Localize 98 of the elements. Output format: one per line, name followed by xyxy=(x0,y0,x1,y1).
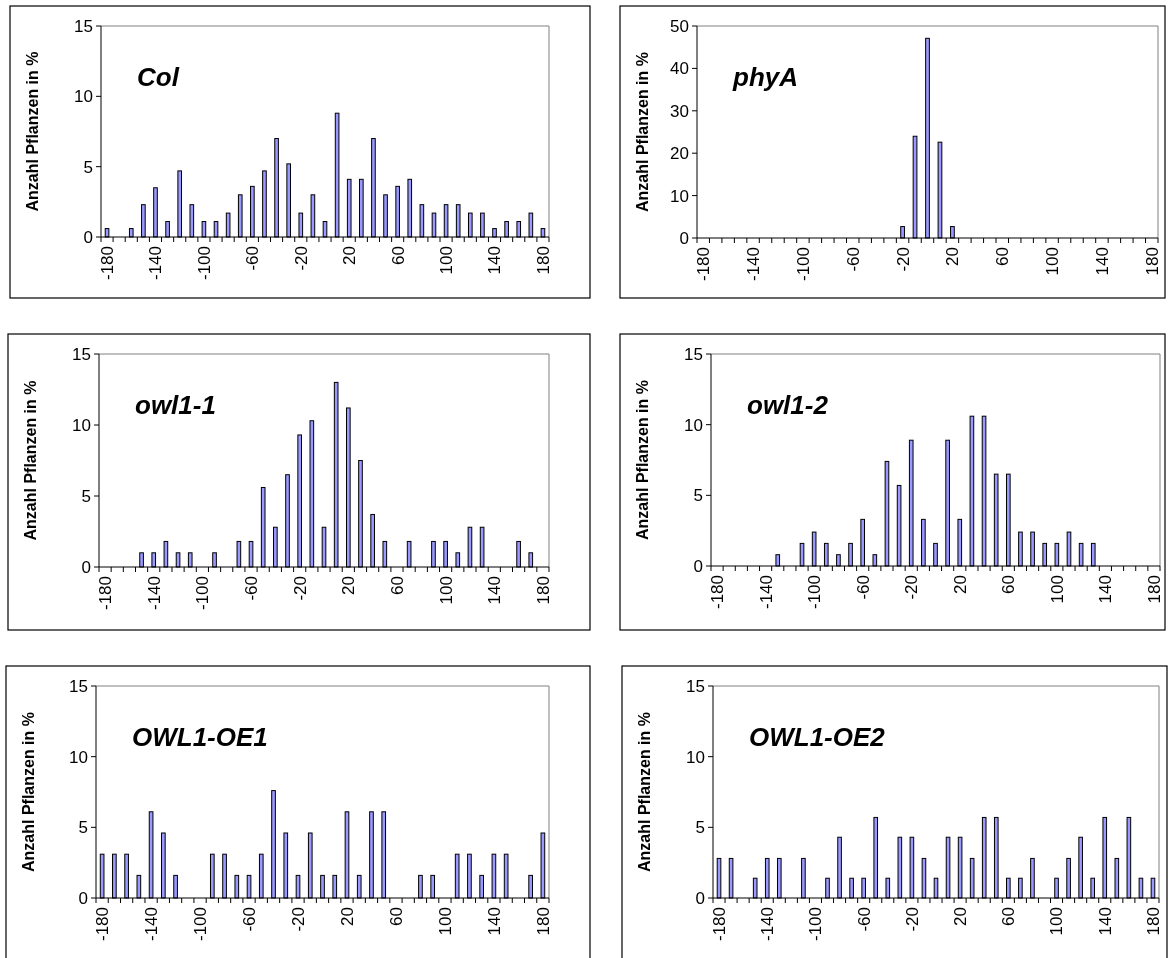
x-tick-label: -60 xyxy=(843,247,863,272)
y-tick-label: 5 xyxy=(693,486,703,506)
x-tick-label: 180 xyxy=(1144,575,1164,604)
x-tick-label: -140 xyxy=(758,907,778,942)
text: Col xyxy=(137,62,180,92)
x-tick-label: 100 xyxy=(436,576,456,605)
y-axis-title: Anzahl Pflanzen in % xyxy=(24,51,41,212)
x-tick-label: 180 xyxy=(533,576,553,605)
y-tick-label: 0 xyxy=(693,556,703,576)
text: OWL1-OE1 xyxy=(132,722,268,752)
x-tick-label: -140 xyxy=(756,575,776,610)
x-tick-label: 20 xyxy=(951,907,971,926)
y-tick-label: 5 xyxy=(83,157,93,177)
x-tick-label: -20 xyxy=(288,907,308,932)
x-tick-label: -100 xyxy=(805,575,825,610)
y-tick-label: 5 xyxy=(81,486,91,506)
text: phyA xyxy=(732,62,798,92)
y-tick-label: 50 xyxy=(670,16,689,36)
x-tick-label: -60 xyxy=(243,246,263,271)
x-tick-label: -100 xyxy=(806,907,826,942)
x-tick-label: -100 xyxy=(191,907,211,942)
x-tick-label: -140 xyxy=(142,907,162,942)
y-axis-title: Anzahl Pflanzen in % xyxy=(20,711,37,873)
y-tick-label: 40 xyxy=(670,59,689,79)
y-tick-label: 10 xyxy=(686,747,705,767)
x-tick-label: -20 xyxy=(902,575,922,600)
x-tick-label: -140 xyxy=(144,576,164,611)
text: owl1-2 xyxy=(747,390,829,420)
x-tick-label: 60 xyxy=(387,576,407,595)
x-tick-label: -60 xyxy=(239,907,259,932)
x-tick-label: 180 xyxy=(533,907,553,936)
x-tick-label: -60 xyxy=(241,576,261,601)
x-tick-label: 60 xyxy=(993,247,1013,266)
x-tick-label: 60 xyxy=(388,246,408,265)
x-tick-label: -100 xyxy=(193,576,213,611)
y-tick-label: 0 xyxy=(78,888,88,908)
x-tick-label: -180 xyxy=(93,907,113,942)
x-tick-label: 60 xyxy=(999,907,1019,926)
y-tick-label: 10 xyxy=(69,747,88,767)
x-tick-label: 100 xyxy=(1043,247,1063,276)
text: OWL1-OE2 xyxy=(749,722,886,752)
x-tick-label: 20 xyxy=(337,907,357,926)
x-tick-label: -180 xyxy=(96,576,116,611)
x-tick-label: 100 xyxy=(1047,575,1067,604)
y-tick-label: 10 xyxy=(684,415,703,435)
x-tick-label: -100 xyxy=(194,246,214,281)
x-tick-label: 100 xyxy=(1047,907,1067,936)
x-tick-label: 60 xyxy=(386,907,406,926)
x-tick-label: 140 xyxy=(1092,247,1112,276)
x-tick-label: 60 xyxy=(999,575,1019,594)
x-tick-label: 140 xyxy=(485,576,505,605)
y-tick-label: 0 xyxy=(83,227,93,247)
x-tick-label: 180 xyxy=(1142,247,1162,276)
y-axis-title: Anzahl Pflanzen in % xyxy=(634,379,651,541)
x-tick-label: -20 xyxy=(291,246,311,271)
x-tick-label: 100 xyxy=(437,246,457,275)
y-tick-label: 15 xyxy=(69,676,88,696)
x-tick-label: 180 xyxy=(533,246,553,275)
y-tick-label: 30 xyxy=(670,101,689,121)
x-tick-label: -60 xyxy=(854,907,874,932)
x-tick-label: -20 xyxy=(902,907,922,932)
text: owl1-1 xyxy=(135,390,216,420)
y-tick-label: 10 xyxy=(74,87,93,107)
x-tick-label: 20 xyxy=(340,246,360,265)
y-tick-label: 15 xyxy=(686,676,705,696)
x-tick-label: 20 xyxy=(339,576,359,595)
x-tick-label: -140 xyxy=(744,247,764,282)
x-tick-label: 140 xyxy=(484,907,504,936)
y-tick-label: 5 xyxy=(78,818,88,838)
y-tick-label: 0 xyxy=(679,228,689,248)
x-tick-label: -20 xyxy=(290,576,310,601)
x-tick-label: 140 xyxy=(1096,575,1116,604)
y-axis-title: Anzahl Pflanzen in % xyxy=(636,711,653,873)
x-tick-label: -180 xyxy=(98,246,117,281)
y-tick-label: 10 xyxy=(72,415,91,435)
y-tick-label: 15 xyxy=(72,344,91,364)
x-tick-label: 180 xyxy=(1143,907,1163,936)
x-tick-label: -60 xyxy=(853,575,873,600)
y-tick-label: 10 xyxy=(670,186,689,206)
y-tick-label: 20 xyxy=(670,144,689,164)
x-tick-label: -20 xyxy=(893,247,913,272)
y-tick-label: 0 xyxy=(81,557,91,577)
x-tick-label: 20 xyxy=(943,247,963,266)
y-axis-title: Anzahl Pflanzen in % xyxy=(634,51,651,213)
x-tick-label: -180 xyxy=(694,247,714,282)
x-tick-label: -180 xyxy=(709,907,729,942)
y-tick-label: 15 xyxy=(684,344,703,364)
x-tick-label: -100 xyxy=(793,247,813,282)
y-tick-label: 15 xyxy=(74,16,93,36)
x-tick-label: -180 xyxy=(708,575,728,610)
x-tick-label: -140 xyxy=(146,246,166,281)
x-tick-label: 140 xyxy=(1095,907,1115,936)
y-tick-label: 5 xyxy=(695,818,705,838)
x-tick-label: 100 xyxy=(435,907,455,936)
x-tick-label: 140 xyxy=(485,246,505,275)
x-tick-label: 20 xyxy=(950,575,970,594)
y-axis-title: Anzahl Pflanzen in % xyxy=(22,380,39,541)
y-tick-label: 0 xyxy=(695,888,705,908)
